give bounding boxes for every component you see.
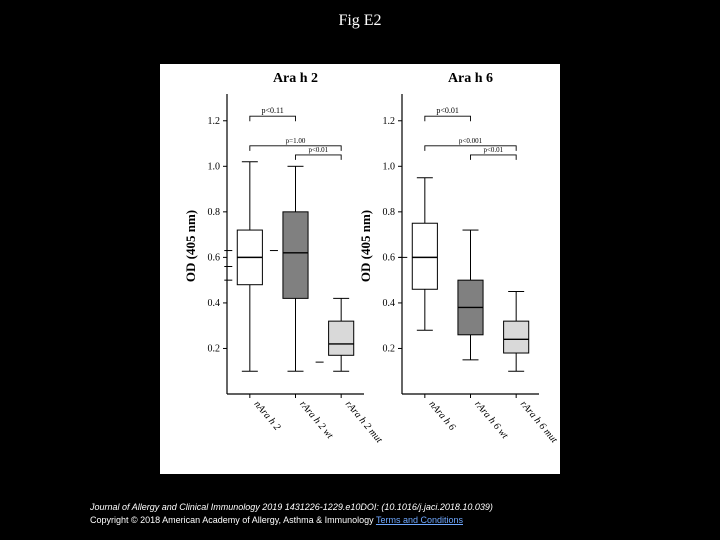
figure: Ara h 2 0.2 0.4 0.6 0.8 1.0 1.2 OD (405 nm) p<0.… [160,64,560,474]
svg-text:1.0: 1.0 [383,161,396,172]
svg-text:Ara h 6: Ara h 6 [448,71,493,86]
copyright-text: Copyright © 2018 American Academy of All… [90,515,376,525]
caption: Journal of Allergy and Clinical Immunolo… [90,502,493,512]
svg-text:0.4: 0.4 [208,298,221,309]
svg-text:nAra h 6: nAra h 6 [427,399,458,433]
svg-text:p=1.00: p=1.00 [286,137,306,145]
svg-text:nAra h 2: nAra h 2 [252,399,283,433]
svg-text:0.2: 0.2 [383,343,396,354]
terms-link[interactable]: Terms and Conditions [376,515,463,525]
svg-text:0.8: 0.8 [208,207,221,218]
svg-text:rAra h 2 mut: rAra h 2 mut [343,399,385,446]
svg-text:0.2: 0.2 [208,343,221,354]
figure-title: Fig E2 [0,12,720,30]
svg-text:p<0.01: p<0.01 [483,146,503,154]
svg-text:p<0.11: p<0.11 [262,106,284,115]
svg-text:p<0.001: p<0.001 [459,137,483,145]
svg-text:p<0.01: p<0.01 [436,106,459,115]
svg-text:0.4: 0.4 [383,298,396,309]
svg-text:p<0.01: p<0.01 [308,146,328,154]
svg-text:OD (405 nm): OD (405 nm) [358,210,373,282]
svg-text:0.6: 0.6 [383,252,396,263]
svg-text:rAra h 2 wt: rAra h 2 wt [297,399,335,441]
svg-text:1.2: 1.2 [208,116,221,127]
page: Fig E2 Ara h 2 0.2 0.4 0.6 0.8 1.0 1.2 OD (405 … [0,0,720,540]
svg-text:1.0: 1.0 [208,161,221,172]
figure-svg: Ara h 2 0.2 0.4 0.6 0.8 1.0 1.2 OD (405 nm) p<0.… [160,64,560,474]
svg-text:rAra h 6 wt: rAra h 6 wt [472,399,510,441]
svg-text:0.8: 0.8 [383,207,396,218]
svg-text:OD (405 nm): OD (405 nm) [183,210,198,282]
svg-text:Ara h 2: Ara h 2 [273,71,318,86]
copyright: Copyright © 2018 American Academy of All… [90,515,463,525]
svg-text:1.2: 1.2 [383,116,396,127]
svg-text:rAra h 6 mut: rAra h 6 mut [518,399,560,446]
svg-text:0.6: 0.6 [208,252,221,263]
